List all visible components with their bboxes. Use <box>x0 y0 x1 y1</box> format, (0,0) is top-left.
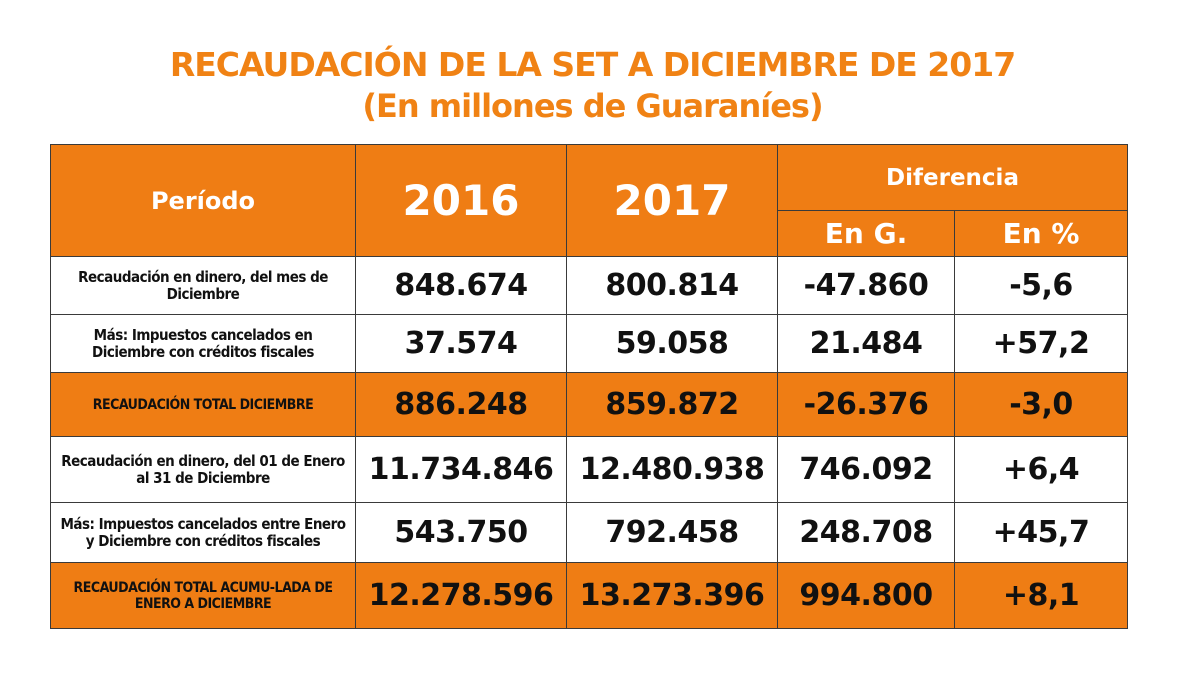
value-diff-abs: 746.092 <box>777 436 955 503</box>
header-diff-pct: En % <box>954 210 1128 257</box>
row-label: Más: Impuestos cancelados en Diciembre c… <box>50 314 356 373</box>
row-label: RECAUDACIÓN TOTAL DICIEMBRE <box>50 372 356 437</box>
page-subtitle: (En millones de Guaraníes) <box>362 87 823 125</box>
value-2016: 848.674 <box>355 256 567 315</box>
value-diff-abs: -26.376 <box>777 372 955 437</box>
value-diff-pct: +8,1 <box>954 562 1128 629</box>
table-total-row: RECAUDACIÓN TOTAL DICIEMBRE 886.248 859.87… <box>50 372 1128 437</box>
value-2017: 59.058 <box>566 314 778 373</box>
value-2017: 12.480.938 <box>566 436 778 503</box>
row-label: Recaudación en dinero, del 01 de Enero a… <box>50 436 356 503</box>
table-row: Más: Impuestos cancelados en Diciembre c… <box>50 314 1128 373</box>
value-diff-abs: 21.484 <box>777 314 955 373</box>
header-difference: Diferencia <box>777 144 1128 211</box>
row-label: RECAUDACIÓN TOTAL ACUMU-LADA DE ENERO A … <box>50 562 356 629</box>
row-label: Recaudación en dinero, del mes de Diciem… <box>50 256 356 315</box>
value-diff-abs: 248.708 <box>777 502 955 563</box>
value-diff-pct: -3,0 <box>954 372 1128 437</box>
value-2016: 886.248 <box>355 372 567 437</box>
revenue-table: Período 2016 2017 Diferencia En G. En % … <box>50 144 1128 629</box>
value-2017: 792.458 <box>566 502 778 563</box>
value-2017: 859.872 <box>566 372 778 437</box>
value-diff-pct: +57,2 <box>954 314 1128 373</box>
table-body: Recaudación en dinero, del mes de Diciem… <box>50 256 1128 629</box>
table-total-row: RECAUDACIÓN TOTAL ACUMU-LADA DE ENERO A … <box>50 562 1128 629</box>
value-2016: 12.278.596 <box>355 562 567 629</box>
value-2016: 543.750 <box>355 502 567 563</box>
table-row: Recaudación en dinero, del mes de Diciem… <box>50 256 1128 315</box>
page-title: RECAUDACIÓN DE LA SET A DICIEMBRE DE 201… <box>169 45 1016 84</box>
header-period: Período <box>50 144 356 257</box>
value-diff-pct: +6,4 <box>954 436 1128 503</box>
table-row: Recaudación en dinero, del 01 de Enero a… <box>50 436 1128 503</box>
value-diff-pct: -5,6 <box>954 256 1128 315</box>
value-2016: 37.574 <box>355 314 567 373</box>
value-diff-abs: -47.860 <box>777 256 955 315</box>
value-diff-pct: +45,7 <box>954 502 1128 563</box>
row-label: Más: Impuestos cancelados entre Enero y … <box>50 502 356 563</box>
value-diff-abs: 994.800 <box>777 562 955 629</box>
header-year-2017: 2017 <box>566 144 778 257</box>
value-2016: 11.734.846 <box>355 436 567 503</box>
header-year-2016: 2016 <box>355 144 567 257</box>
value-2017: 800.814 <box>566 256 778 315</box>
header-diff-abs: En G. <box>777 210 955 257</box>
value-2017: 13.273.396 <box>566 562 778 629</box>
table-row: Más: Impuestos cancelados entre Enero y … <box>50 502 1128 563</box>
